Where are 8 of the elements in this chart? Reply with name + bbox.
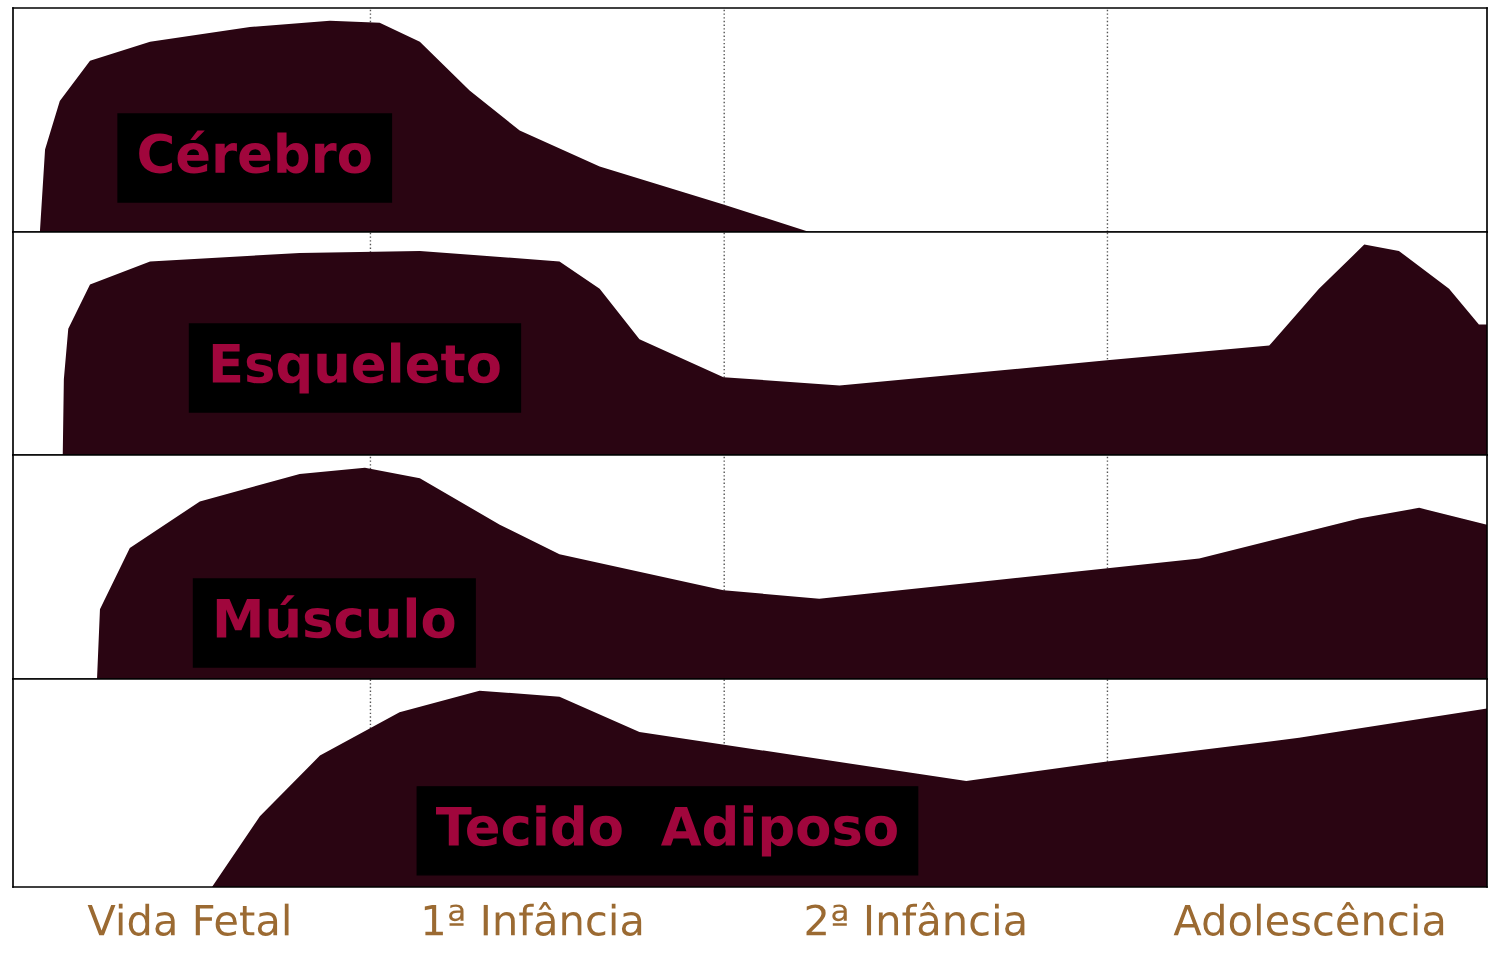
annotation: Esqueleto <box>212 342 500 394</box>
x-tick-label: Vida Fetal <box>87 903 289 936</box>
annotation: Tecido Adiposo <box>436 805 897 857</box>
x-tick-label: 1ª Infância <box>424 902 642 936</box>
x-tick-label: Adolescência <box>1173 902 1444 936</box>
annotation: Músculo <box>216 595 455 639</box>
x-tick-label: 2ª Infância <box>806 902 1025 936</box>
annotation: Cérebro <box>139 130 371 174</box>
